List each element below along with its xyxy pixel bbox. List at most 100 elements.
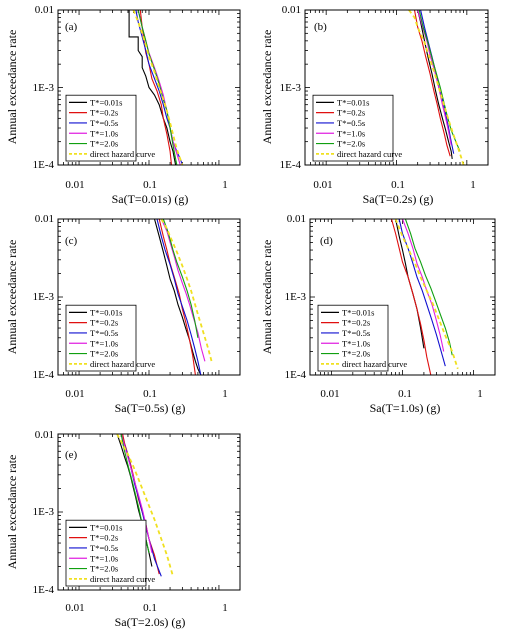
panel-a-frame (57, 9, 241, 166)
panel-a-xtick-0: 0.01 (65, 179, 84, 191)
panel-a-series-t-0-5s (135, 10, 183, 165)
legend-label: T*=0.5s (337, 118, 365, 128)
panel-b-plot: T*=0.01sT*=0.2sT*=0.5sT*=1.0sT*=2.0sdire… (304, 9, 489, 166)
legend-label: T*=0.01s (337, 97, 369, 107)
panel-b-series-group (408, 10, 465, 165)
panel-c-series-t-0-5s (156, 219, 202, 375)
legend-label: T*=2.0s (90, 564, 118, 574)
panel-c: 0.01 1E-3 1E-4 0.01 0.1 1 Sa(T=0.5s) (g)… (5, 213, 228, 415)
panel-c-ytick-2: 1E-4 (33, 369, 55, 381)
panel-b-xtick-1: 0.1 (391, 179, 405, 191)
panel-c-ylabel: Annual exceedance rate (5, 240, 19, 355)
panel-c-xlabel: Sa(T=0.5s) (g) (115, 401, 186, 415)
panel-d-xtick-2: 1 (477, 388, 483, 400)
legend-label: T*=0.2s (342, 318, 370, 328)
panel-a-series-t-0-01s (124, 10, 177, 165)
panel-e-xlabel: Sa(T=2.0s) (g) (115, 615, 186, 629)
panel-b-xtick-0: 0.01 (313, 179, 332, 191)
panel-a-xtick-1: 0.1 (143, 179, 157, 191)
panel-c-series-t-0-01s (153, 219, 202, 375)
panel-e-xtick-2: 1 (222, 602, 228, 614)
panel-e-series-group (116, 434, 174, 577)
legend-label: T*=0.2s (90, 108, 118, 118)
panel-c-series-direct-hazard-curve (160, 219, 214, 364)
panel-a-series-group (124, 10, 184, 165)
panel-d-ytick-2: 1E-4 (285, 369, 307, 381)
panel-e-ytick-1: 1E-3 (33, 506, 55, 518)
panel-b-letter: (b) (314, 21, 327, 33)
panel-d-xtick-0: 0.01 (320, 388, 339, 400)
legend-label: T*=0.5s (90, 328, 118, 338)
panel-a-letter: (a) (65, 21, 78, 33)
panel-a-xlabel: Sa(T=0.01s) (g) (112, 192, 189, 206)
panel-a-series-t-0-2s (139, 10, 173, 165)
panel-b-series-direct-hazard-curve (408, 10, 465, 165)
legend-label: T*=0.01s (342, 307, 374, 317)
legend-label: direct hazard curve (342, 359, 407, 369)
panel-e-xtick-0: 0.01 (65, 602, 84, 614)
legend-label: T*=0.2s (337, 108, 365, 118)
panel-d: 0.01 1E-3 1E-4 0.01 0.1 1 Sa(T=1.0s) (g)… (260, 213, 483, 415)
panel-c-legend: T*=0.01sT*=0.2sT*=0.5sT*=1.0sT*=2.0sdire… (65, 304, 155, 372)
legend-label: T*=2.0s (342, 349, 370, 359)
panel-b-series-t-0-2s (413, 10, 451, 157)
panel-c-ytick-0: 0.01 (35, 213, 54, 225)
panel-b-frame (304, 9, 489, 166)
panel-a-series-t-2-0s (137, 10, 178, 165)
panel-d-series-t-0-5s (398, 219, 446, 367)
panel-e-ytick-2: 1E-4 (33, 584, 55, 596)
panel-d-xtick-1: 0.1 (398, 388, 412, 400)
panel-e-legend: T*=0.01sT*=0.2sT*=0.5sT*=1.0sT*=2.0sdire… (65, 519, 155, 587)
panel-b-ytick-2: 1E-4 (280, 159, 302, 171)
panel-d-letter: (d) (320, 235, 333, 247)
legend-label: direct hazard curve (90, 574, 155, 584)
panel-d-series-t-1-0s (401, 219, 445, 352)
panel-b-ytick-1: 1E-3 (280, 82, 302, 94)
panel-a-ytick-1: 1E-3 (33, 82, 55, 94)
panel-e-ytick-0: 0.01 (35, 429, 54, 441)
legend-label: T*=1.0s (90, 553, 118, 563)
panel-c-series-t-0-2s (158, 219, 196, 375)
panel-d-plot: T*=0.01sT*=0.2sT*=0.5sT*=1.0sT*=2.0sdire… (309, 218, 496, 376)
legend-box (65, 94, 137, 162)
legend-label: T*=1.0s (342, 338, 370, 348)
panel-c-letter: (c) (65, 235, 78, 247)
panel-a-xtick-2: 1 (222, 179, 228, 191)
panel-d-legend: T*=0.01sT*=0.2sT*=0.5sT*=1.0sT*=2.0sdire… (317, 304, 407, 372)
panel-d-ylabel: Annual exceedance rate (260, 240, 274, 355)
panel-c-ytick-1: 1E-3 (33, 291, 55, 303)
legend-label: T*=0.5s (342, 328, 370, 338)
panel-c-plot: T*=0.01sT*=0.2sT*=0.5sT*=1.0sT*=2.0sdire… (57, 218, 241, 376)
panel-c-xtick-2: 1 (222, 388, 228, 400)
panel-e-frame (57, 433, 241, 591)
legend-label: T*=0.2s (90, 318, 118, 328)
panel-a-ytick-0: 0.01 (35, 4, 54, 16)
panel-a-ylabel: Annual exceedance rate (5, 30, 19, 145)
panel-e-letter: (e) (65, 449, 78, 461)
panel-e-plot: T*=0.01sT*=0.2sT*=0.5sT*=1.0sT*=2.0sdire… (57, 433, 241, 591)
panel-e-ylabel: Annual exceedance rate (5, 455, 19, 570)
panel-a-series-t-1-0s (137, 10, 181, 165)
legend-box (65, 519, 147, 587)
panel-a-series-direct-hazard-curve (132, 10, 184, 165)
legend-label: T*=0.01s (90, 97, 122, 107)
panel-b: 0.01 1E-3 1E-4 0.01 0.1 1 Sa(T=0.2s) (g)… (260, 4, 476, 206)
panel-d-xlabel: Sa(T=1.0s) (g) (370, 401, 441, 415)
legend-label: T*=0.5s (90, 118, 118, 128)
panel-a-legend: T*=0.01sT*=0.2sT*=0.5sT*=1.0sT*=2.0sdire… (65, 94, 155, 162)
panel-a-plot: T*=0.01sT*=0.2sT*=0.5sT*=1.0sT*=2.0sdire… (57, 9, 241, 166)
panel-d-series-direct-hazard-curve (394, 219, 459, 370)
panel-c-frame (57, 218, 241, 376)
panel-b-series-t-2-0s (418, 10, 461, 152)
panel-d-ytick-0: 0.01 (287, 213, 306, 225)
panel-e-xtick-1: 0.1 (143, 602, 157, 614)
panel-e-series-direct-hazard-curve (116, 434, 174, 577)
panel-d-ytick-1: 1E-3 (285, 291, 307, 303)
legend-label: T*=1.0s (90, 338, 118, 348)
panel-c-series-group (153, 219, 214, 375)
panel-c-xtick-0: 0.01 (65, 388, 84, 400)
panel-e: 0.01 1E-3 1E-4 0.01 0.1 1 Sa(T=2.0s) (g)… (5, 429, 228, 629)
legend-label: T*=1.0s (337, 128, 365, 138)
legend-label: T*=1.0s (90, 128, 118, 138)
